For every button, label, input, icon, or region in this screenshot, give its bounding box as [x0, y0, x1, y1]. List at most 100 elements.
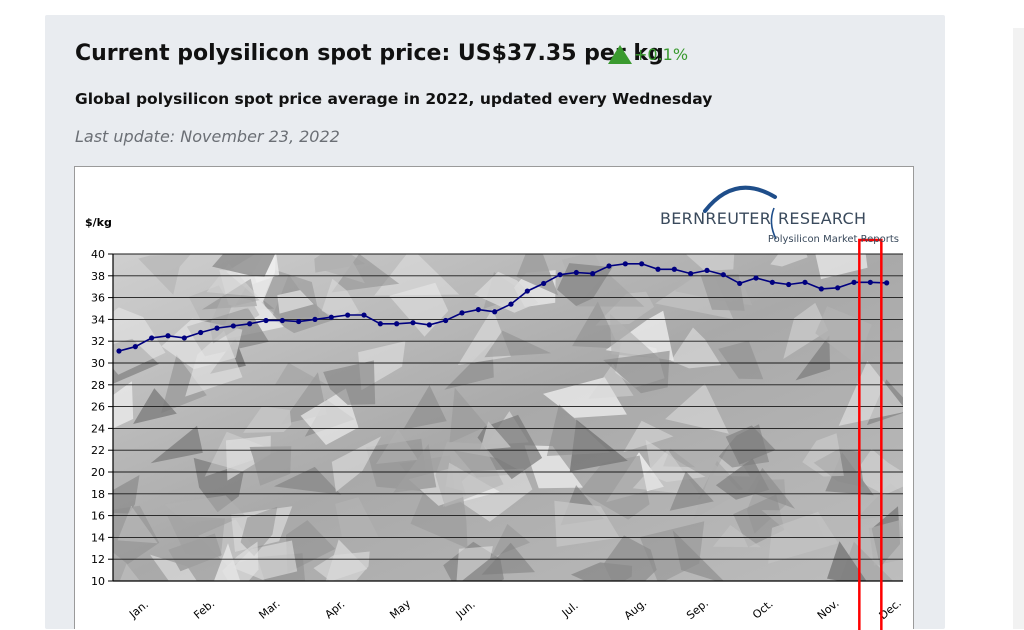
data-point	[884, 280, 890, 286]
texture-chunk	[718, 424, 770, 468]
y-tick-label: 30	[91, 357, 105, 370]
x-month-label: Nov.	[815, 597, 842, 622]
texture-chunk	[554, 500, 620, 547]
texture-chunk	[113, 505, 160, 565]
data-point	[345, 312, 351, 318]
y-tick-label: 32	[91, 335, 105, 348]
y-tick-label: 38	[91, 270, 105, 283]
y-tick-label: 22	[91, 444, 105, 457]
texture-chunk	[588, 363, 634, 399]
texture-chunk	[815, 306, 872, 367]
texture-chunk	[770, 254, 808, 267]
texture-chunk	[222, 541, 259, 581]
data-point	[475, 306, 481, 313]
data-point	[132, 344, 138, 350]
y-tick-label: 36	[91, 292, 105, 305]
texture-chunk	[277, 290, 314, 314]
texture-chunk	[331, 254, 400, 293]
data-point	[573, 269, 579, 276]
texture-chunk	[374, 254, 460, 296]
texture-chunk	[138, 254, 191, 295]
data-point	[377, 321, 383, 327]
data-point	[443, 317, 449, 324]
texture-chunk	[119, 564, 141, 581]
texture-chunk	[838, 360, 903, 426]
data-point	[426, 322, 432, 328]
data-point	[541, 280, 547, 287]
data-point	[671, 266, 677, 272]
texture-chunk	[150, 554, 197, 581]
data-point	[753, 275, 759, 281]
logo-bracket	[770, 207, 777, 240]
data-point	[394, 321, 400, 327]
background-texture	[113, 254, 903, 581]
page-title: Current polysilicon spot price: US$37.35…	[75, 41, 664, 66]
data-point	[508, 301, 514, 307]
data-point	[557, 272, 563, 278]
texture-chunk	[685, 254, 735, 271]
y-axis-label: $/kg	[85, 216, 112, 229]
texture-chunk	[484, 330, 552, 358]
texture-chunk	[449, 387, 488, 444]
texture-chunk	[665, 383, 729, 434]
data-point	[769, 279, 775, 285]
texture-chunk	[325, 539, 368, 581]
texture-chunk	[300, 388, 359, 445]
data-point	[492, 309, 498, 315]
texture-chunk	[376, 428, 418, 464]
texture-chunk	[579, 455, 650, 520]
texture-chunk	[546, 404, 611, 456]
chart-subtitle: Global polysilicon spot price average in…	[75, 90, 713, 108]
logo-tagline: Polysilicon Market Reports	[768, 234, 899, 245]
data-point	[214, 325, 220, 331]
price-chart: 10 12 14 16 18 20 22 24 26 28 30 32 34 36 38 40 $/kg Jan.…	[85, 185, 904, 630]
texture-chunk	[693, 463, 741, 520]
texture-chunk	[133, 388, 177, 424]
x-month-label: Feb.	[191, 597, 217, 622]
data-point	[835, 285, 841, 291]
data-point	[655, 266, 661, 272]
data-point	[688, 271, 694, 277]
data-point	[165, 333, 171, 339]
y-tick-label: 26	[91, 401, 105, 414]
data-point	[247, 321, 253, 327]
texture-chunk	[274, 466, 342, 495]
data-point	[279, 317, 285, 324]
y-tick-label: 28	[91, 379, 105, 392]
data-point	[181, 335, 187, 341]
scrollbar-track[interactable]	[1013, 28, 1024, 629]
data-point	[361, 312, 367, 318]
texture-chunk	[595, 291, 655, 326]
x-month-label: Apr.	[322, 597, 347, 621]
texture-chunk	[795, 335, 831, 381]
series-line	[118, 263, 887, 352]
texture-chunk	[249, 446, 292, 486]
data-point	[737, 280, 743, 287]
texture-chunk	[718, 340, 764, 380]
texture-chunk	[403, 385, 447, 430]
up-triangle-icon	[608, 45, 632, 64]
y-tick-label: 34	[91, 313, 105, 326]
y-tick-label: 10	[91, 575, 105, 588]
texture-chunk	[393, 444, 437, 493]
texture-chunk	[323, 360, 376, 405]
x-month-label: May	[387, 597, 413, 622]
last-update: Last update: November 23, 2022	[75, 127, 340, 146]
texture-chunk	[783, 302, 829, 359]
y-tick-label: 24	[91, 422, 105, 435]
texture-chunk	[321, 278, 360, 320]
texture-chunk	[868, 520, 903, 566]
texture-chunk	[212, 254, 276, 277]
data-point	[263, 317, 269, 324]
x-month-label: Sep.	[684, 597, 711, 623]
x-month-label: Mar.	[257, 597, 283, 622]
texture-chunk	[672, 530, 724, 581]
x-month-label: Oct.	[750, 597, 776, 621]
data-point	[802, 279, 808, 285]
data-point	[524, 288, 530, 294]
y-tick-label: 18	[91, 488, 105, 501]
data-point	[590, 271, 596, 277]
texture-chunk	[209, 294, 260, 344]
data-point	[622, 261, 628, 267]
texture-chunk	[712, 525, 762, 548]
